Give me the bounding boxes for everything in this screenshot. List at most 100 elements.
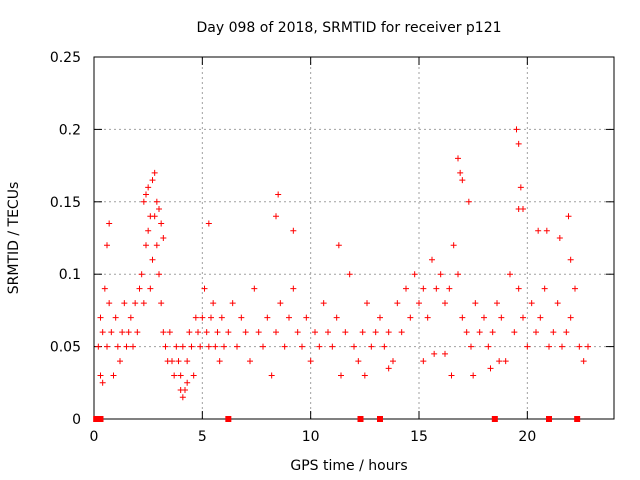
data-point: [307, 358, 314, 365]
data-point: [457, 169, 464, 176]
data-point: [218, 314, 225, 321]
data-point: [463, 329, 470, 336]
data-point: [97, 314, 104, 321]
data-point: [95, 343, 102, 350]
data-point: [273, 213, 279, 220]
data-point: [114, 343, 121, 350]
data-point: [169, 358, 175, 365]
data-point: [468, 343, 474, 350]
data-point: [303, 314, 310, 321]
data-point: [385, 329, 392, 336]
y-tick-label: 0.25: [50, 50, 81, 66]
data-point: [520, 314, 526, 321]
data-point: [97, 372, 104, 379]
data-point: [158, 300, 165, 307]
data-point: [108, 329, 115, 336]
data-point: [515, 285, 522, 292]
data-point: [455, 155, 461, 162]
data-point: [277, 300, 284, 307]
data-point: [381, 343, 388, 350]
data-point: [494, 300, 500, 307]
data-point: [385, 365, 392, 372]
data-point: [151, 169, 158, 176]
data-point: [420, 285, 427, 292]
data-point: [459, 177, 466, 184]
data-point: [537, 314, 544, 321]
data-point: [335, 242, 342, 249]
data-point: [275, 191, 282, 198]
data-point: [130, 343, 136, 350]
data-point: [485, 343, 492, 350]
data-point: [140, 300, 147, 307]
data-point: [424, 314, 431, 321]
x-tick-label: 10: [302, 429, 320, 445]
data-point: [372, 329, 379, 336]
data-point: [132, 300, 139, 307]
data-point: [524, 343, 531, 350]
data-point: [247, 358, 253, 365]
axis-ticks: 0 5 10 15 20 0 0.05 0.1 0.15 0.2 0.25: [50, 50, 614, 445]
data-point: [448, 372, 455, 379]
data-point: [264, 314, 271, 321]
data-point: [145, 227, 152, 234]
data-point: [338, 372, 344, 379]
data-point: [546, 343, 552, 350]
data-point: [273, 329, 279, 336]
data-point: [517, 184, 524, 191]
data-point: [190, 372, 197, 379]
data-point: [136, 285, 143, 292]
data-point: [125, 329, 132, 336]
data-point: [184, 379, 191, 386]
data-point: [242, 329, 249, 336]
data-point: [147, 285, 154, 292]
data-point: [368, 343, 375, 350]
bottom-marker: [546, 416, 552, 422]
data-point: [556, 235, 563, 241]
data-point: [229, 300, 236, 307]
data-point: [156, 206, 162, 213]
data-point: [446, 285, 453, 292]
data-point: [563, 329, 570, 336]
data-point: [299, 343, 305, 350]
data-point: [106, 300, 113, 307]
data-point: [173, 343, 180, 350]
data-point: [487, 365, 494, 372]
data-point: [143, 242, 149, 249]
data-point: [312, 329, 318, 336]
data-point: [342, 329, 349, 336]
data-point: [153, 242, 160, 249]
data-point: [398, 329, 405, 336]
x-axis-label: GPS time / hours: [290, 458, 407, 474]
data-point: [572, 285, 578, 292]
data-point: [192, 314, 199, 321]
bottom-markers: [93, 416, 581, 422]
data-point: [394, 300, 401, 307]
data-point: [541, 285, 548, 292]
data-point: [431, 350, 438, 357]
data-point: [123, 343, 130, 350]
data-point: [513, 126, 520, 133]
data-point: [511, 329, 518, 336]
data-point: [225, 329, 232, 336]
data-point: [565, 213, 572, 220]
data-point: [528, 300, 535, 307]
data-point: [186, 329, 193, 336]
data-point: [268, 372, 275, 379]
data-point: [177, 372, 184, 379]
data-point: [140, 198, 147, 205]
x-tick-label: 15: [410, 429, 428, 445]
bottom-marker: [574, 416, 581, 422]
data-point: [160, 329, 167, 336]
data-point: [377, 314, 383, 321]
data-point: [290, 227, 297, 234]
y-tick-label: 0: [72, 412, 81, 428]
data-point: [351, 343, 357, 350]
data-point: [175, 358, 182, 365]
data-point: [112, 314, 119, 321]
data-point: [465, 198, 472, 205]
plot-frame: [93, 56, 615, 420]
data-point: [138, 271, 145, 278]
data-point: [361, 372, 368, 379]
data-point: [550, 329, 557, 336]
data-point: [472, 300, 479, 307]
